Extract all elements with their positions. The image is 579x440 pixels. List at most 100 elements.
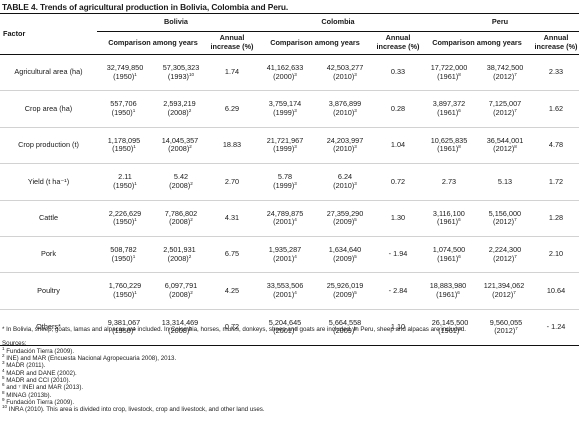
cell-value: 5.13 [497,176,513,186]
header-row-metrics: Comparison among years Annual increase (%… [0,31,579,55]
source-ref: 3 [2,360,5,366]
comparison-cell-bolivia: 557,706 (1950)1 2,593,219 (2008)2 [97,90,209,128]
cell-year: (1950) [111,108,133,118]
cell-value: 2,224,300 [488,245,522,255]
cell-source-ref: 5 [354,290,357,296]
annual-increase-bolivia: 4.31 [209,200,255,237]
cell-source-ref: 8 [458,144,461,150]
comparison-cell-bolivia: 32,749,850 (1950)1 57,305,323 (1993)10 [97,54,209,92]
source-item: 6 and ⁷ INEI and MAR (2013). [2,383,577,392]
annual-increase-colombia: 1.10 [375,309,421,347]
cell-source-ref: 8 [514,144,517,150]
end-value: 3,876,899 (2010)3 [329,100,361,117]
source-text: INE) and MAR (Encuesta Nacional Agropecu… [4,355,177,363]
cell-value: 3,116,100 [432,208,465,218]
cell-year: (2008) [167,108,189,118]
cell-source-ref: 2 [190,217,193,223]
end-value: 5.13 [497,176,513,187]
cell-value: 1,634,640 [328,245,362,255]
sources-list: 1 Fundación Tierra (2009). 2 INE) and MAR… [2,346,577,414]
comparison-cell-colombia: 33,553,506 (2001)4 25,926,019 (2009)5 [255,272,375,310]
annual-increase-colombia: - 2.84 [375,272,421,310]
start-value: 1,074,500 (1961)6 [432,245,466,263]
factor-name: Poultry [0,272,97,310]
start-value: 1,178,095 (1950)1 [108,136,140,154]
source-item: 3 MADR (2011). [2,360,577,370]
cell-source-ref: 2 [190,290,193,296]
cell-source-ref: 3 [354,180,357,186]
table-notes: * In Bolivia, sheep, goats, lamas and al… [2,326,577,414]
cell-value: 2.73 [441,176,457,186]
source-text: and ⁷ INEI and MAR (2013). [4,384,84,392]
source-item: 4 MADR and DANE (2002). [2,368,577,377]
source-item: 5 MADR and CCI (2010). [2,375,577,384]
cell-value: 2.11 [118,172,132,182]
cell-value: 21,721,967 [266,135,304,145]
cell-year: (1961) [438,326,460,336]
annual-increase-bolivia: 1.74 [209,54,255,92]
annual-increase-header: Annual increase (%) [375,31,421,55]
cell-source-ref: 7 [513,290,516,296]
cell-source-ref: 3 [354,108,357,114]
cell-source-ref: 5 [354,217,357,223]
comparison-cell-peru: 18,883,980 (1961)6 121,394,062 (2012)7 [421,272,533,310]
comparison-cell-colombia: 24,789,875 (2001)4 27,359,290 (2009)5 [255,200,375,237]
source-item: 8 MINAG (2013b). [2,390,577,399]
cell-year: (2010) [333,108,355,118]
annual-increase-peru: - 1.24 [533,309,579,347]
end-value: 5,156,000 (2012)7 [489,209,521,227]
cell-value: 6.24 [337,172,353,182]
cell-value: 1,074,500 [432,245,466,255]
cell-source-ref: 2 [189,144,192,150]
start-value: 1,935,287 (2001)4 [269,245,301,263]
end-value: 42,503,277 (2010)3 [327,63,364,81]
start-value: 1,760,229 (1950)1 [109,282,141,299]
cell-value: 10,625,835 [430,135,468,145]
start-value: 9,381,067 (1950)1 [107,317,141,336]
end-value: 36,544,001 (2012)8 [487,136,524,154]
cell-year: (1961) [437,144,459,154]
cell-source-ref: 6 [458,108,461,114]
cell-value: 5.42 [173,172,189,182]
start-value: 24,789,875 (2001)4 [267,209,304,227]
comparison-pair: 17,722,000 (1961)8 38,742,500 (2012)7 [421,63,533,81]
start-value: 557,706 (1950)1 [110,100,136,117]
source-item: 9 Fundación Tierra (2009). [2,397,577,406]
cell-source-ref: 7 [514,108,517,114]
cell-value: 13,314,469 [161,317,199,327]
cell-source-ref: 3 [354,71,357,77]
annual-increase-header: Annual increase (%) [209,31,255,55]
source-item: 10 INRA (2010). This area is divided int… [2,405,577,414]
annual-increase-peru: 1.62 [533,90,579,128]
country-header-peru: Peru [421,13,579,32]
comparison-cell-bolivia: 2,226,629 (1950)1 7,786,802 (2008)2 [97,200,209,237]
cell-year: (1950) [113,290,135,300]
comparison-cell-bolivia: 9,381,067 (1950)1 13,314,469 (2008)2 [97,309,209,347]
header-row-countries: Factor Bolivia Colombia Peru [0,13,579,55]
cell-year: (2001) [273,217,295,227]
cell-value: 2,501,931 [163,245,196,255]
footnote: * In Bolivia, sheep, goats, lamas and al… [2,326,467,333]
source-item: 1 Fundación Tierra (2009). [2,346,577,355]
table-row: Cattle 2,226,629 (1950)1 7,786,802 (2008)2 4.… [0,200,579,237]
cell-year: (2010) [333,71,355,81]
cell-year: (1950) [111,253,133,263]
end-value: 7,786,802 (2008)2 [165,209,197,227]
annual-increase-bolivia: 18.83 [209,127,255,165]
start-value: 2,226,629 (1950)1 [109,209,141,227]
cell-value: 3,897,372 [432,99,466,109]
annual-increase-colombia: 0.28 [375,90,421,128]
cell-year: (1961) [437,217,459,227]
cell-source-ref: 1 [134,180,137,186]
cell-value: 5,204,645 [268,317,302,327]
cell-year: (2012) [493,253,515,263]
end-value: 5,664,558 (2009)5 [329,318,361,336]
comparison-cell-colombia: 5.78 (1999)3 6.24 (2010)3 [255,163,375,201]
cell-value: 6,097,791 [164,281,198,291]
cell-year: (1950) [113,180,135,190]
cell-value: 9,381,067 [107,317,141,327]
source-text: MADR (2011). [4,362,46,370]
cell-source-ref: 7 [514,217,517,223]
comparison-pair: 508,782 (1950)1 2,501,931 (2008)2 [97,245,209,263]
start-value: 10,625,835 (1961)8 [430,135,468,154]
